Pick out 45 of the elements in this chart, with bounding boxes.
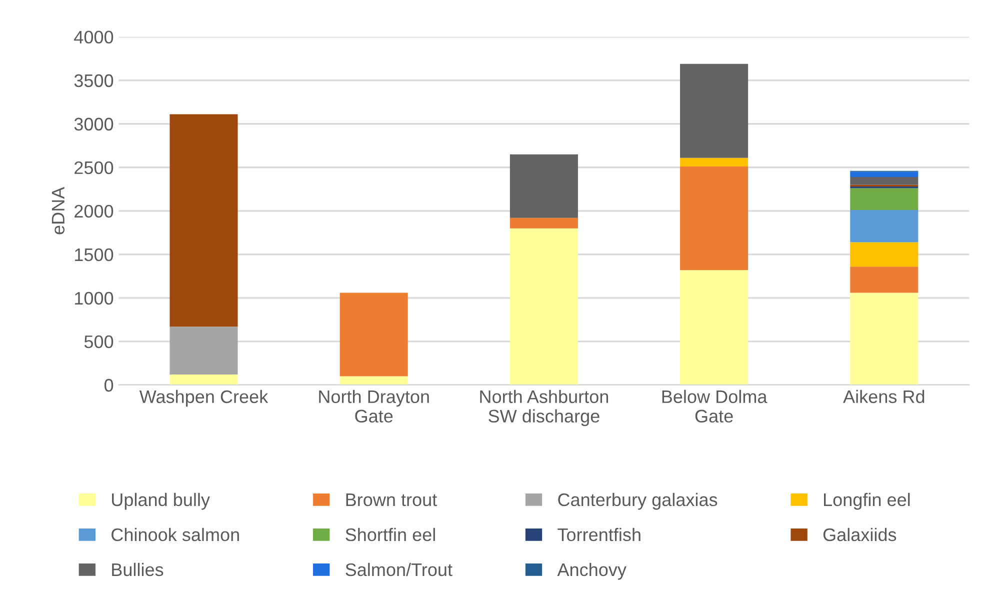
legend-label: Chinook salmon (112, 528, 239, 542)
y-tick-label: 2000 (74, 204, 114, 218)
legend-label: Galaxiids (823, 528, 896, 542)
y-tick-label: 0 (104, 378, 114, 392)
legend-label: Torrentfish (558, 528, 640, 542)
bar (680, 158, 748, 167)
bar (340, 292, 408, 376)
bar (170, 114, 238, 327)
y-tick-label: 1000 (75, 292, 114, 305)
bar (510, 154, 578, 218)
bar (510, 218, 578, 228)
x-tick-label: Washpen Creek (139, 390, 268, 407)
y-tick-label: 3500 (74, 74, 114, 88)
legend-label: Upland bully (112, 492, 210, 510)
legend-label: Shortfin eel (346, 528, 435, 542)
x-tick-label: Aikens Rd (843, 390, 924, 404)
bar (850, 292, 918, 385)
bar (680, 64, 748, 158)
legend-label: Longfin eel (824, 492, 910, 510)
bar (850, 188, 918, 210)
bar (170, 326, 238, 375)
y-tick-label: 500 (84, 335, 114, 348)
x-tick-label: Below Dolma Gate (662, 390, 768, 423)
y-tick-label: 2500 (74, 161, 114, 174)
legend-label: Anchovy (557, 562, 626, 580)
bar (510, 228, 578, 385)
x-tick-label: North Ashburton SW discharge (480, 390, 608, 426)
y-tick-label: 3000 (74, 118, 114, 131)
bar (680, 166, 748, 270)
bar (850, 176, 918, 185)
y-tick-label: 4000 (74, 30, 114, 44)
legend-label: Bullies (112, 562, 164, 576)
bar (170, 374, 238, 385)
bar (680, 270, 748, 385)
bar (850, 172, 918, 177)
legend-label: Canterbury galaxias (558, 492, 718, 510)
x-tick-label: North Drayton Gate (319, 390, 429, 423)
bar (850, 242, 918, 267)
bar (850, 210, 918, 242)
bar (340, 376, 408, 385)
y-axis-title: eDNA (52, 186, 65, 234)
y-tick-label: 1500 (75, 248, 114, 262)
bar (850, 266, 918, 293)
legend-label: Brown trout (346, 494, 438, 506)
legend-label: Salmon/Trout (346, 562, 452, 576)
